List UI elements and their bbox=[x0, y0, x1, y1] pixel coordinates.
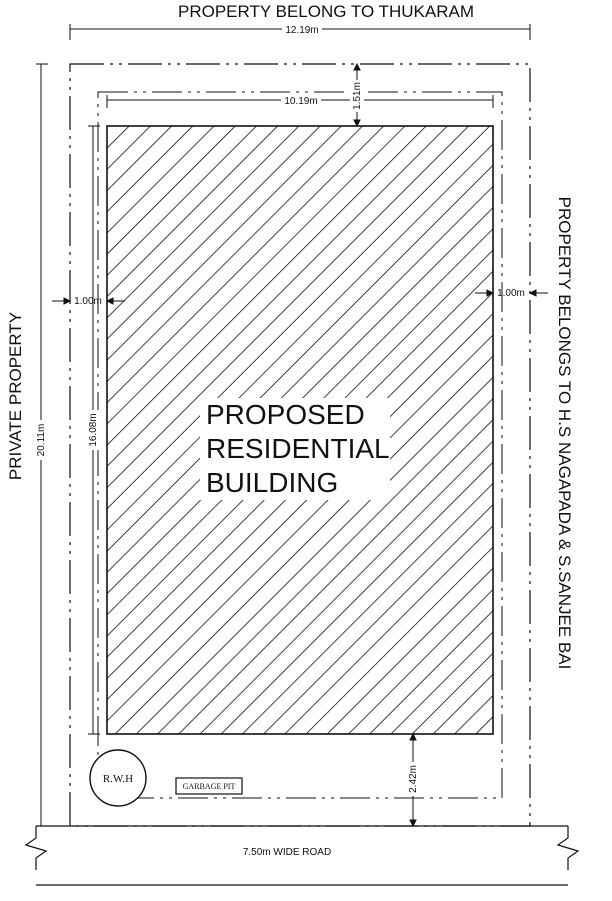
top-neighbor-label: PROPERTY BELONG TO THUKARAM bbox=[178, 2, 474, 21]
plot-width-label: 12.19m bbox=[285, 25, 318, 36]
rwh-circle bbox=[89, 749, 147, 807]
building-width-label: 10.19m bbox=[284, 96, 317, 107]
left-neighbor-label: PRIVATE PROPERTY bbox=[6, 312, 25, 480]
right-setback-dimension bbox=[475, 289, 548, 297]
right-neighbor-label: PROPERTY BELONGS TO H.S NAGAPADA & S.SAN… bbox=[555, 197, 574, 670]
rwh-label: R.W.H bbox=[103, 773, 133, 785]
building-label-line2: RESIDENTIAL bbox=[206, 433, 390, 464]
rear-setback-label: 2.42m bbox=[408, 765, 419, 793]
garbage-pit-box bbox=[175, 777, 243, 795]
garbage-pit-label: GARBAGE PIT bbox=[183, 782, 236, 791]
front-setback-label: 1.51m bbox=[352, 82, 363, 110]
road-top-line bbox=[24, 825, 580, 870]
left-setback-dimension bbox=[52, 297, 125, 305]
road-label: 7.50m WIDE ROAD bbox=[243, 847, 331, 858]
building-label-line3: BUILDING bbox=[206, 467, 338, 498]
right-setback-label: 1.00m bbox=[497, 288, 525, 299]
plot-length-label: 20.11m bbox=[36, 424, 47, 457]
building-label-box bbox=[200, 398, 390, 500]
left-setback-label: 1.00m bbox=[74, 296, 102, 307]
building-length-label: 16.08m bbox=[88, 413, 99, 446]
setback-boundary bbox=[97, 91, 503, 799]
building-label-line1: PROPOSED bbox=[206, 399, 365, 430]
rear-setback-dimension bbox=[409, 732, 417, 828]
